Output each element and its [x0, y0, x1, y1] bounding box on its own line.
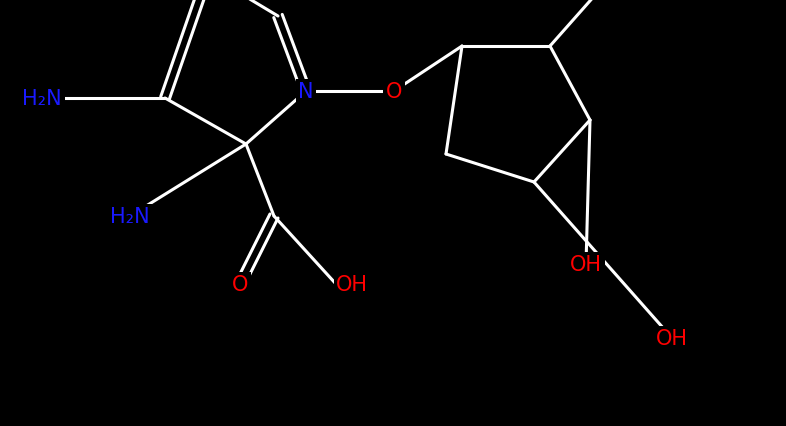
Text: O: O: [386, 82, 402, 102]
Text: OH: OH: [656, 328, 688, 348]
Text: OH: OH: [336, 274, 368, 294]
Text: OH: OH: [570, 254, 602, 274]
Text: O: O: [232, 274, 248, 294]
Text: H₂N: H₂N: [22, 89, 62, 109]
Text: H₂N: H₂N: [110, 207, 150, 227]
Text: N: N: [298, 82, 314, 102]
